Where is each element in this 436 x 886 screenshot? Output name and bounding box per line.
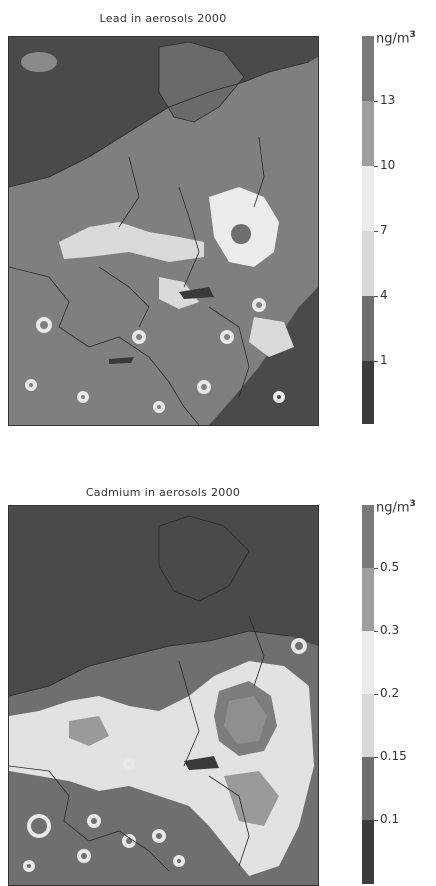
contour-patch [69, 716, 109, 746]
legend-segment [362, 36, 374, 101]
unit-text: ng/m [376, 500, 410, 516]
contour-patch [249, 317, 294, 357]
contour-patch [159, 277, 199, 309]
legend-segment [362, 361, 374, 424]
contour-hotspot-core [224, 696, 267, 744]
legend-segment [362, 231, 374, 296]
legend-segment [362, 631, 374, 694]
contour-blob [21, 52, 57, 72]
contour-hotspot [231, 224, 251, 244]
legend-tick [374, 166, 378, 167]
inland-sea [184, 756, 219, 770]
legend-segment [362, 757, 374, 820]
legend-label: 10 [380, 158, 396, 172]
lead-map-panel: Lead in aerosols 2000 [0, 0, 436, 430]
legend-label: 0.15 [380, 749, 407, 763]
coastlines [9, 41, 310, 425]
legend-label: 1 [380, 353, 388, 367]
legend-segment [362, 296, 374, 361]
cadmium-map-panel: Cadmium in aerosols 2000 [0, 480, 436, 886]
lead-concentration-map [8, 36, 319, 426]
legend-tick [374, 820, 378, 821]
legend-label: 0.3 [380, 623, 400, 637]
hotspot-rings [23, 638, 307, 872]
legend-label: 0.2 [380, 686, 400, 700]
inland-sea [179, 287, 214, 299]
contour-band [59, 222, 204, 262]
legend-tick [374, 361, 378, 362]
legend-label: 0.5 [380, 560, 400, 574]
legend-tick [374, 568, 378, 569]
legend-tick [374, 101, 378, 102]
legend-segment [362, 166, 374, 231]
legend-segment [362, 820, 374, 884]
legend-tick [374, 694, 378, 695]
unit-text: ng/m [376, 31, 410, 47]
cadmium-map-svg [9, 506, 318, 885]
lead-map-svg [9, 37, 318, 425]
legend-segment [362, 694, 374, 757]
cadmium-concentration-map [8, 505, 319, 886]
unit-superscript: 3 [409, 30, 416, 40]
cadmium-legend: ng/m3 0.5 0.3 0.2 0.15 0.1 [362, 499, 416, 884]
legend-unit: ng/m3 [376, 499, 416, 515]
hotspot-rings [25, 298, 285, 413]
legend-label: 0.1 [380, 812, 400, 826]
legend-label: 4 [380, 288, 388, 302]
inland-sea [109, 357, 134, 364]
contour-patch [224, 771, 279, 826]
legend-unit: ng/m3 [376, 30, 416, 46]
legend-tick [374, 296, 378, 297]
legend-segment [362, 568, 374, 631]
lead-legend: ng/m3 13 10 7 4 1 [362, 30, 416, 424]
unit-superscript: 3 [409, 499, 416, 509]
coastlines [9, 515, 290, 872]
legend-segment [362, 101, 374, 166]
legend-tick [374, 231, 378, 232]
legend-segment [362, 505, 374, 568]
map-title: Lead in aerosols 2000 [99, 12, 227, 25]
legend-tick [374, 757, 378, 758]
map-title: Cadmium in aerosols 2000 [85, 486, 241, 499]
legend-label: 7 [380, 223, 388, 237]
legend-tick [374, 631, 378, 632]
legend-label: 13 [380, 93, 396, 107]
